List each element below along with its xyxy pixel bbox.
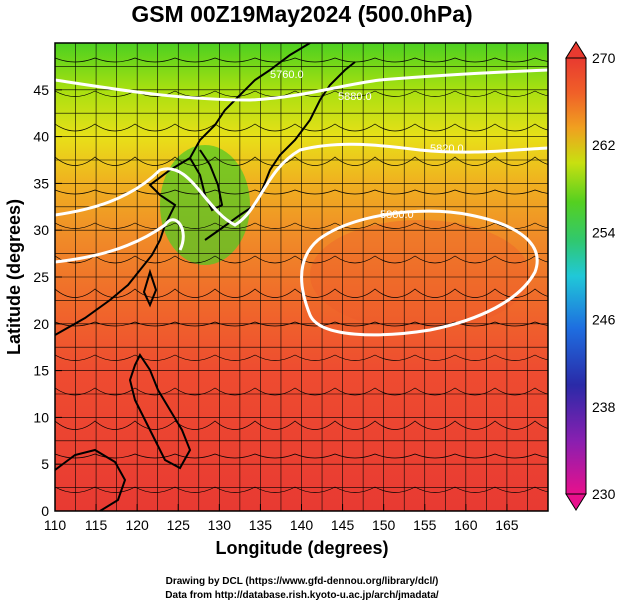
- y-tick-label: 30: [33, 222, 49, 238]
- y-tick-label: 0: [41, 503, 49, 519]
- y-tick-label: 5: [41, 456, 49, 472]
- streamline: [55, 288, 548, 298]
- y-tick-label: 15: [33, 363, 49, 379]
- streamline: [55, 453, 548, 459]
- x-tick-label: 140: [290, 517, 314, 533]
- contour-5880-west: [55, 218, 185, 264]
- x-tick-label: 125: [167, 517, 191, 533]
- coastline-philippines: [128, 353, 192, 470]
- streamline: [55, 189, 548, 195]
- streamline: [55, 420, 548, 430]
- contour-label-5880-high: 5880.0: [380, 209, 414, 221]
- colorbar-label: 254: [592, 224, 616, 240]
- colorbar-strip: [565, 57, 587, 495]
- contour-5760: [55, 68, 548, 102]
- x-tick-label: 150: [372, 517, 396, 533]
- streamline: [55, 156, 548, 166]
- streamline: [55, 255, 548, 264]
- x-tick-label: 130: [208, 517, 232, 533]
- coastline-korea: [189, 149, 224, 212]
- credit-line-dcl: Drawing by DCL (https://www.gfd-dennou.o…: [166, 576, 439, 587]
- y-tick-label: 45: [33, 82, 49, 98]
- y-tick-label: 20: [33, 316, 49, 332]
- colorbar-bottom-arrow: [565, 493, 587, 511]
- contour-label-5760: 5760.0: [270, 69, 304, 81]
- x-tick-label: 165: [495, 517, 519, 533]
- y-tick-label: 10: [33, 409, 49, 425]
- streamline: [55, 123, 548, 132]
- colorbar-label: 238: [592, 399, 616, 415]
- contour-5880-high: [300, 209, 539, 337]
- wind-streamlines: [55, 57, 548, 493]
- x-axis-ticks: 110 115 120 125 130 135 140 145 150 155 160 165: [44, 504, 519, 533]
- contour-label-5880-west: 5880.0: [338, 91, 372, 103]
- colorbar-label: 230: [592, 486, 616, 502]
- warm-high-patch: [310, 220, 530, 330]
- lat-lon-grid: [55, 43, 548, 511]
- coastline-taiwan: [142, 268, 158, 308]
- colorbar-label: 270: [592, 50, 616, 66]
- x-tick-label: 110: [44, 517, 67, 533]
- x-tick-label: 115: [85, 517, 108, 533]
- streamline: [55, 321, 548, 327]
- contour-5820: [55, 142, 548, 227]
- x-tick-label: 160: [454, 517, 478, 533]
- colorbar-labels: 270 262 254 246 238 230: [592, 50, 616, 502]
- y-axis-ticks: 0 5 10 15 20 25 30 35 40 45: [33, 82, 62, 519]
- streamline: [55, 486, 548, 493]
- coastlines: [55, 43, 356, 511]
- y-tick-label: 40: [33, 129, 49, 145]
- coastline-japan: [204, 61, 356, 241]
- colorbar: 270 262 254 246 238 230: [565, 41, 616, 511]
- x-tick-label: 145: [331, 517, 355, 533]
- colorbar-label: 246: [592, 312, 616, 328]
- height-contours: [55, 68, 548, 337]
- y-tick-label: 25: [33, 269, 49, 285]
- y-tick-label: 35: [33, 175, 49, 191]
- streamline: [55, 387, 548, 396]
- x-tick-label: 135: [249, 517, 273, 533]
- x-tick-label: 120: [125, 517, 149, 533]
- contour-label-5820: 5820.0: [430, 143, 464, 155]
- x-tick-label: 155: [413, 517, 437, 533]
- figure-title: GSM 00Z19May2024 (500.0hPa): [131, 1, 472, 27]
- x-axis-title: Longitude (degrees): [215, 538, 388, 558]
- streamline: [55, 222, 548, 229]
- colorbar-top-arrow: [565, 41, 587, 59]
- credit-line-data: Data from http://database.rish.kyoto-u.a…: [165, 590, 439, 601]
- plot-area: 5880.0 5820.0 5760.0 5880.0: [55, 43, 548, 511]
- y-axis-title: Latitude (degrees): [4, 199, 24, 355]
- coastline-china: [55, 43, 311, 336]
- colorbar-label: 262: [592, 137, 616, 153]
- streamline: [55, 57, 548, 63]
- coastline-borneo: [55, 448, 127, 511]
